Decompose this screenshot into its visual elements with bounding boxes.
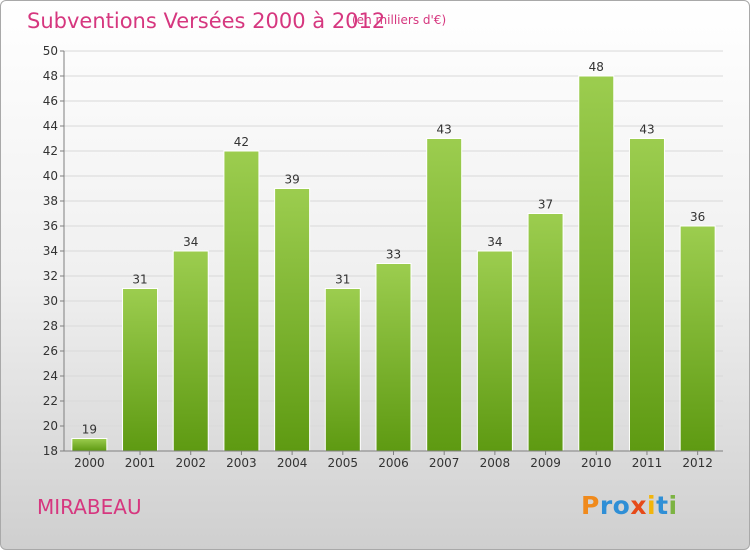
bar [426, 138, 463, 452]
logo-letter: i [647, 491, 657, 520]
logo-letter: x [630, 491, 647, 520]
y-tick-label: 34 [43, 244, 58, 258]
data-label: 33 [386, 248, 401, 262]
bar [679, 225, 716, 452]
x-tick-label: 2003 [226, 456, 257, 470]
axes [60, 50, 723, 455]
data-label: 31 [335, 273, 350, 287]
y-tick-label: 28 [43, 319, 58, 333]
logo-letter: o [612, 491, 631, 520]
data-label: 31 [132, 273, 147, 287]
y-tick-label: 42 [43, 144, 58, 158]
data-label: 36 [690, 210, 705, 224]
logo-letter: i [668, 491, 678, 520]
bar [274, 188, 311, 452]
x-tick-label: 2007 [429, 456, 460, 470]
y-tick-label: 50 [43, 44, 58, 58]
data-label: 34 [487, 235, 502, 249]
bar [324, 288, 361, 452]
x-tick-label: 2001 [125, 456, 156, 470]
commune-name: MIRABEAU [37, 495, 142, 519]
data-label: 37 [538, 198, 553, 212]
bar [71, 438, 108, 452]
y-tick-label: 26 [43, 344, 58, 358]
y-tick-label: 20 [43, 419, 58, 433]
data-label: 43 [437, 123, 452, 137]
bar [223, 150, 260, 452]
y-tick-label: 38 [43, 194, 58, 208]
y-tick-label: 48 [43, 69, 58, 83]
bar [628, 138, 665, 452]
bar [527, 213, 564, 452]
y-tick-label: 30 [43, 294, 58, 308]
bar [578, 75, 615, 452]
data-label: 39 [284, 173, 299, 187]
bar [172, 250, 209, 452]
logo-letter: t [656, 491, 669, 520]
x-tick-label: 2011 [632, 456, 663, 470]
y-tick-label: 44 [43, 119, 58, 133]
y-tick-label: 24 [43, 369, 58, 383]
x-tick-label: 2009 [530, 456, 561, 470]
proxiti-logo: Proxiti [581, 491, 678, 520]
x-tick-label: 2012 [682, 456, 713, 470]
x-tick-label: 2000 [74, 456, 105, 470]
bars [71, 75, 716, 452]
x-tick-label: 2002 [175, 456, 206, 470]
labels: 18 20 22 24 26 28 30 32 34 36 38 40 42 44 46 48 50 19 2000… [43, 44, 713, 470]
bar [375, 263, 412, 452]
y-tick-label: 36 [43, 219, 58, 233]
x-tick-label: 2006 [378, 456, 409, 470]
x-tick-label: 2008 [480, 456, 511, 470]
data-label: 19 [82, 423, 97, 437]
unit-label: (en milliers d'€) [352, 13, 447, 27]
data-label: 43 [639, 123, 654, 137]
chart-title: Subventions Versées 2000 à 2012 [27, 9, 386, 33]
data-label: 48 [589, 60, 604, 74]
data-label: 34 [183, 235, 198, 249]
bar [122, 288, 159, 452]
y-tick-label: 40 [43, 169, 58, 183]
logo-letter: r [599, 491, 613, 520]
data-label: 42 [234, 135, 249, 149]
x-tick-label: 2004 [277, 456, 308, 470]
y-tick-label: 46 [43, 94, 58, 108]
y-tick-label: 18 [43, 444, 58, 458]
bar [476, 250, 513, 452]
x-tick-label: 2005 [328, 456, 359, 470]
y-tick-label: 22 [43, 394, 58, 408]
logo-letter: P [581, 491, 600, 520]
x-tick-label: 2010 [581, 456, 612, 470]
y-tick-label: 32 [43, 269, 58, 283]
